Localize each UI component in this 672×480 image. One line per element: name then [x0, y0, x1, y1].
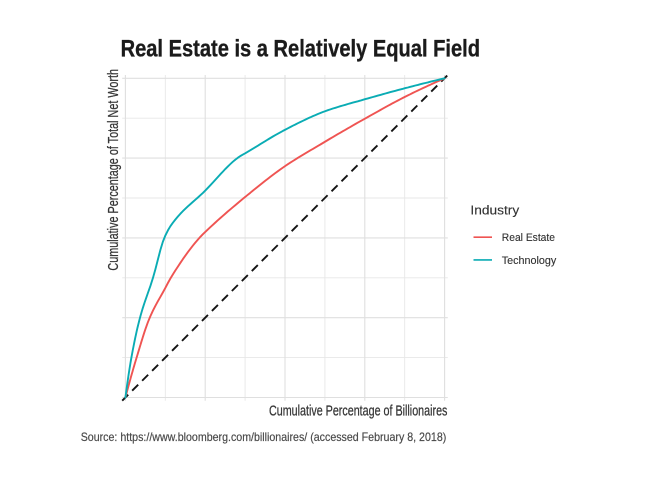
svg-text:Real Estate: Real Estate [502, 232, 555, 244]
svg-text:Industry: Industry [470, 203, 519, 218]
svg-text:Real Estate is a Relatively Eq: Real Estate is a Relatively Equal Field [121, 35, 480, 62]
svg-text:Technology: Technology [502, 255, 557, 267]
svg-text:Source: https://www.bloomberg.: Source: https://www.bloomberg.com/billio… [81, 430, 447, 444]
svg-text:Cumulative Percentage of Total: Cumulative Percentage of Total Net Worth [106, 69, 122, 271]
svg-text:Cumulative Percentage of Billi: Cumulative Percentage of Billionaires [269, 404, 447, 420]
